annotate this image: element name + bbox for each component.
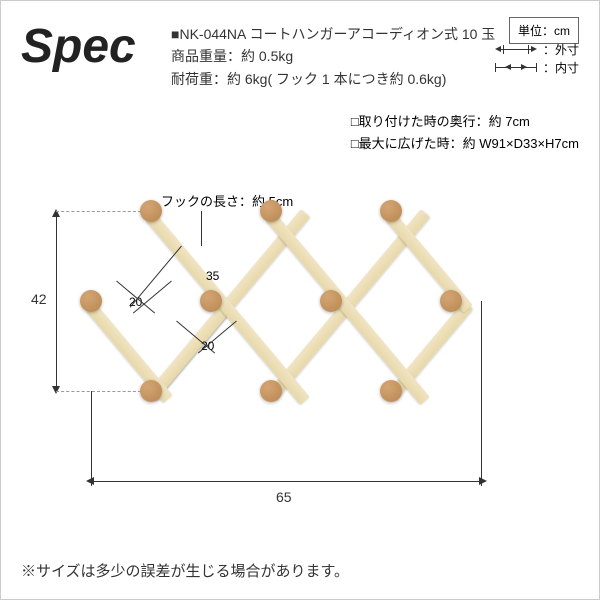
dim-guide (56, 391, 141, 392)
legend-inner-row: ：内寸 (495, 59, 579, 77)
dim-line-v (56, 211, 57, 391)
extra-info: □取り付けた時の奥行：約 7cm □最大に広げた時：約 W91×D33×H7cm (351, 111, 579, 155)
outer-arrow-icon (495, 44, 537, 56)
load-value: 約 6kg( フック 1 本につき約 0.6kg) (227, 71, 446, 87)
product-model: ■NK-044NA コートハンガーアコーディオン式 10 玉 (171, 23, 495, 45)
dim-tick (481, 301, 482, 486)
extra-max: □最大に広げた時：約 W91×D33×H7cm (351, 133, 579, 155)
dim-guide (56, 211, 141, 212)
arrow-icon (52, 386, 60, 394)
size-note: ※サイズは多少の誤差が生じる場合があります。 (21, 560, 349, 581)
peg (200, 290, 222, 312)
legend-unit: 単位：cm (509, 17, 579, 44)
lattice-rack (151, 241, 531, 391)
product-weight: 商品重量：約 0.5kg (171, 45, 495, 67)
product-load: 耐荷重：約 6kg( フック 1 本につき約 0.6kg) (171, 68, 495, 90)
peg (260, 380, 282, 402)
peg (140, 200, 162, 222)
legend-arrows: ：外寸 ：内寸 (495, 41, 579, 77)
dim-seg2: 35 (206, 269, 219, 283)
legend-outer-label: ：外寸 (543, 41, 579, 59)
dim-tick (91, 391, 92, 486)
peg (80, 290, 102, 312)
peg (320, 290, 342, 312)
diagram-area: フックの長さ：約 5cm 42 65 20 35 (41, 191, 561, 511)
peg (260, 200, 282, 222)
weight-value: 約 0.5kg (241, 48, 293, 64)
inner-arrow-icon (495, 62, 537, 74)
peg (440, 290, 462, 312)
weight-label: 商品重量： (171, 48, 241, 64)
dim-height: 42 (31, 291, 47, 307)
peg (380, 200, 402, 222)
dim-line-h (91, 481, 481, 482)
peg (140, 380, 162, 402)
legend-inner-label: ：内寸 (543, 59, 579, 77)
spec-title: Spec (21, 19, 136, 74)
peg (380, 380, 402, 402)
arrow-icon (86, 477, 94, 485)
product-info: ■NK-044NA コートハンガーアコーディオン式 10 玉 商品重量：約 0.… (171, 23, 495, 90)
extra-depth: □取り付けた時の奥行：約 7cm (351, 111, 579, 133)
dim-width: 65 (276, 489, 292, 505)
load-label: 耐荷重： (171, 71, 227, 87)
legend-outer-row: ：外寸 (495, 41, 579, 59)
